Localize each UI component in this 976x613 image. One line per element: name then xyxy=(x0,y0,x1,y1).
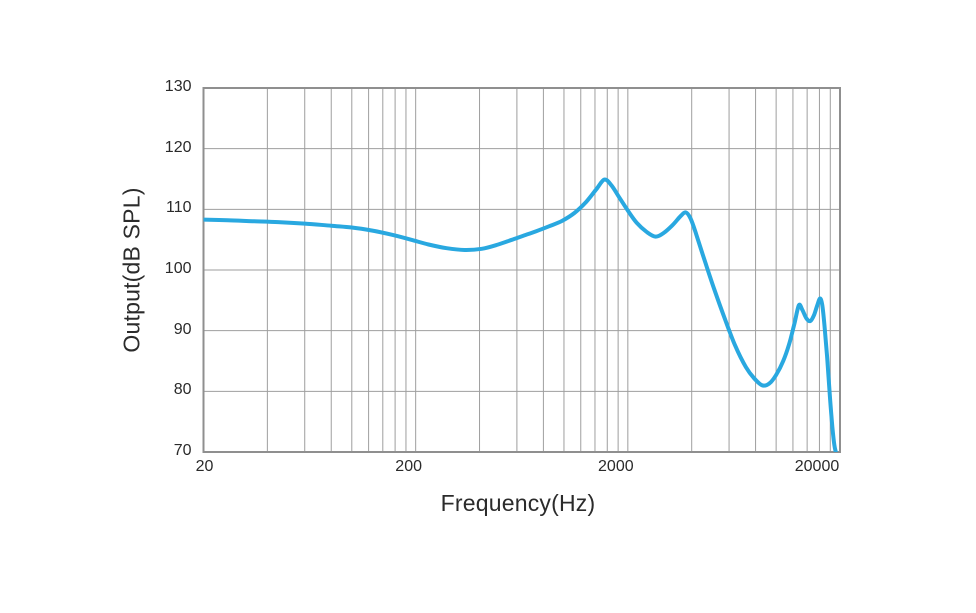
y-tick-label: 110 xyxy=(165,199,192,217)
y-tick-label: 120 xyxy=(164,138,192,156)
y-tick-label: 70 xyxy=(173,442,192,459)
x-axis-title: Frequency(Hz) xyxy=(440,490,596,516)
response-curve xyxy=(203,177,838,452)
y-tick-label: 80 xyxy=(173,381,192,399)
x-tick-label: 20000 xyxy=(794,458,840,475)
y-tick-label: 130 xyxy=(164,78,192,95)
y-tick-label: 90 xyxy=(173,320,192,338)
x-tick-label: 2000 xyxy=(598,458,634,475)
plot-border xyxy=(202,87,841,453)
y-tick-label: 100 xyxy=(164,260,192,277)
x-tick-label: 200 xyxy=(395,458,423,475)
y-axis-title: Output(dB SPL) xyxy=(118,187,145,353)
x-tick-label: 20 xyxy=(195,458,214,475)
